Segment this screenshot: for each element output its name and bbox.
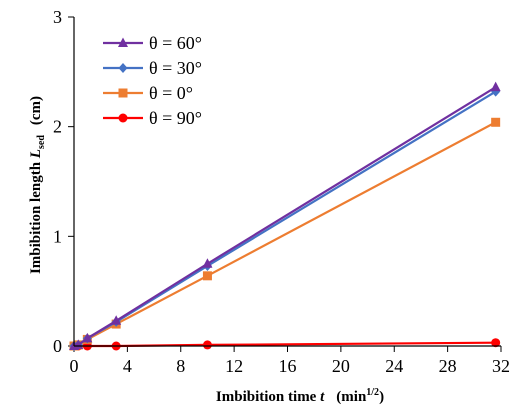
diamond-marker (118, 63, 128, 73)
legend-label: θ = 60° (149, 33, 202, 53)
circle-marker (202, 340, 212, 350)
triangle-marker (202, 258, 213, 268)
x-tick-label: 12 (225, 356, 243, 376)
square-marker (202, 271, 212, 281)
series-line (73, 86, 497, 348)
y-axis-title: Imbibition length Lsed (cm) (28, 96, 47, 274)
x-axis-title-unit-close: ) (379, 389, 384, 405)
x-tick-label: 32 (492, 356, 510, 376)
x-tick-label: 16 (279, 356, 297, 376)
y-axis-title-sub: sed (36, 135, 47, 149)
series-diamond (69, 86, 501, 351)
x-axis-title: Imbibition time t (min1/2) (216, 387, 384, 405)
triangle-marker (490, 81, 501, 92)
y-axis-title-var: L (28, 149, 44, 159)
square-marker (491, 117, 501, 127)
circle-marker (118, 113, 128, 123)
series-line (73, 121, 497, 348)
y-tick-label: 3 (53, 7, 62, 27)
x-tick-label: 4 (123, 356, 132, 376)
y-tick-label: 1 (53, 226, 62, 246)
y-axis-title-main: Imbibition length (28, 158, 44, 274)
legend-label: θ = 0° (149, 83, 193, 103)
series-triangle (69, 81, 501, 350)
square-marker (118, 88, 128, 98)
x-axis-title-var: t (320, 389, 325, 405)
legend-entry: θ = 30° (103, 58, 202, 78)
y-tick-label: 0 (53, 336, 62, 356)
x-tick-label: 28 (439, 356, 457, 376)
legend-entry: θ = 0° (103, 83, 193, 103)
triangle-marker (111, 315, 122, 325)
triangle-marker (118, 37, 128, 47)
x-axis-title-unit-sup: 1/2 (366, 387, 379, 398)
x-tick-label: 8 (176, 356, 185, 376)
legend-entry: θ = 90° (103, 108, 202, 128)
series-square (69, 117, 501, 351)
legend-entry: θ = 60° (103, 33, 202, 53)
x-tick-label: 0 (70, 356, 79, 376)
legend: θ = 60° θ = 30° θ = 0° θ = 90° (103, 33, 202, 128)
x-tick-label: 24 (385, 356, 403, 376)
triangle-marker (82, 332, 93, 343)
y-axis-title-unit: (cm) (28, 96, 44, 125)
legend-label: θ = 30° (149, 58, 202, 78)
circle-marker (491, 338, 501, 348)
series-layer (69, 81, 501, 351)
x-tick-label: 20 (332, 356, 350, 376)
x-axis-title-unit-open: (min (336, 389, 367, 405)
x-axis-title-main: Imbibition time (216, 389, 320, 405)
y-tick-label: 2 (53, 117, 62, 137)
legend-label: θ = 90° (149, 108, 202, 128)
series-circle (69, 338, 501, 351)
